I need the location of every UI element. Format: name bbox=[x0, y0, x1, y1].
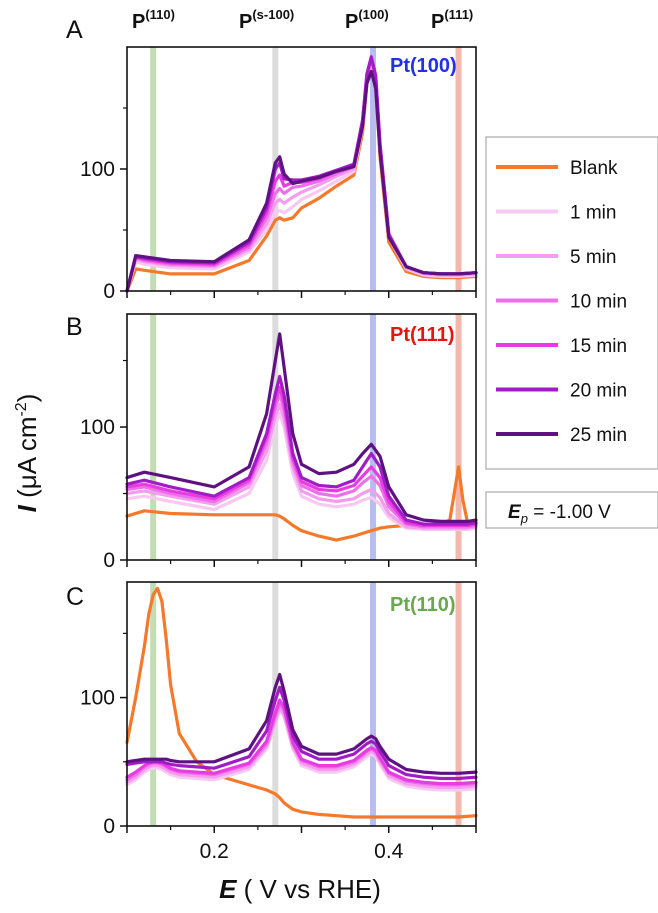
panel-a: 0 100 bbox=[80, 46, 478, 303]
band-p110-panel-0 bbox=[150, 47, 157, 291]
chart-panels: 0 100 0 100 0 100 0.2 0.4 bbox=[80, 46, 478, 863]
potential-box-text: Ep = -1.00 V bbox=[508, 502, 611, 526]
surface-label-pt100: Pt(100) bbox=[390, 55, 457, 77]
series-line-b-1-min bbox=[125, 412, 478, 532]
peak-position-bands bbox=[150, 47, 462, 826]
band-p100-panel-1 bbox=[370, 314, 377, 560]
x-tick-label-0.4: 0.4 bbox=[374, 840, 404, 863]
y-tick-label-c-0: 0 bbox=[103, 815, 115, 838]
band-p111-panel-1 bbox=[455, 314, 462, 560]
legend-label-2: 5 min bbox=[570, 247, 616, 268]
panel-letter-c: C bbox=[66, 583, 84, 611]
potential-box-frame bbox=[485, 491, 658, 529]
legend: Blank 1 min 5 min 10 min 15 min 20 min 25 mi… bbox=[485, 136, 658, 470]
x-axis-label: E ( V vs RHE) bbox=[219, 874, 381, 904]
legend-box bbox=[485, 136, 658, 470]
panel-letter-a: A bbox=[66, 16, 83, 44]
series-line-b-5-min bbox=[125, 402, 478, 530]
peak-labels: P(110) P(s-100) P(100) P(111) bbox=[132, 7, 473, 33]
legend-label-3: 10 min bbox=[570, 292, 627, 313]
band-p110-panel-2 bbox=[150, 582, 157, 826]
surface-label-pt110: Pt(110) bbox=[390, 594, 456, 616]
y-tick-label-c-100: 100 bbox=[80, 687, 115, 710]
series-line-c-25-min bbox=[125, 672, 478, 775]
band-p110-panel-1 bbox=[150, 314, 157, 560]
peak-label-p111: P(111) bbox=[431, 7, 473, 33]
band-p111-panel-0 bbox=[455, 47, 462, 291]
series-line-a-10-min bbox=[125, 57, 478, 293]
panel-b: 0 100 bbox=[80, 313, 478, 572]
panel-letter-b: B bbox=[66, 313, 83, 341]
legend-label-0: Blank bbox=[570, 158, 618, 179]
band-ps100-panel-1 bbox=[272, 314, 279, 560]
surface-label-pt111: Pt(111) bbox=[390, 324, 454, 346]
y-tick-label-b-0: 0 bbox=[103, 549, 115, 572]
peak-label-p100: P(100) bbox=[345, 7, 389, 33]
series-line-a-blank bbox=[125, 62, 478, 293]
y-tick-label-b-100: 100 bbox=[80, 416, 115, 439]
peak-label-p110: P(110) bbox=[132, 7, 175, 33]
series-line-a-5-min bbox=[125, 58, 478, 293]
band-p100-panel-2 bbox=[370, 582, 377, 826]
legend-label-5: 20 min bbox=[570, 381, 627, 402]
band-p111-panel-2 bbox=[455, 582, 462, 826]
series-line-b-20-min bbox=[125, 374, 478, 526]
peak-label-ps100: P(s-100) bbox=[239, 7, 294, 33]
legend-label-4: 15 min bbox=[570, 336, 627, 357]
legend-label-1: 1 min bbox=[570, 203, 616, 224]
y-tick-label-a-0: 0 bbox=[103, 280, 115, 303]
series-line-c-blank bbox=[125, 586, 478, 819]
series-line-a-20-min bbox=[125, 55, 478, 293]
band-p100-panel-0 bbox=[370, 47, 377, 291]
series-line-a-25-min bbox=[125, 69, 478, 293]
x-tick-label-0.2: 0.2 bbox=[200, 840, 229, 863]
series-line-c-20-min bbox=[125, 685, 478, 781]
series-line-a-15-min bbox=[125, 56, 478, 293]
series-line-a-1-min bbox=[125, 59, 478, 293]
series-line-b-blank bbox=[125, 465, 478, 542]
axes-frame-a bbox=[126, 46, 477, 292]
panel-c: 0 100 0.2 0.4 bbox=[80, 581, 478, 863]
legend-label-6: 25 min bbox=[570, 425, 627, 446]
potential-box: Ep = -1.00 V bbox=[485, 491, 658, 529]
y-tick-label-a-100: 100 bbox=[80, 158, 115, 181]
y-axis-label: I (μA cm-2) bbox=[12, 394, 42, 513]
series-line-b-25-min bbox=[125, 332, 478, 524]
